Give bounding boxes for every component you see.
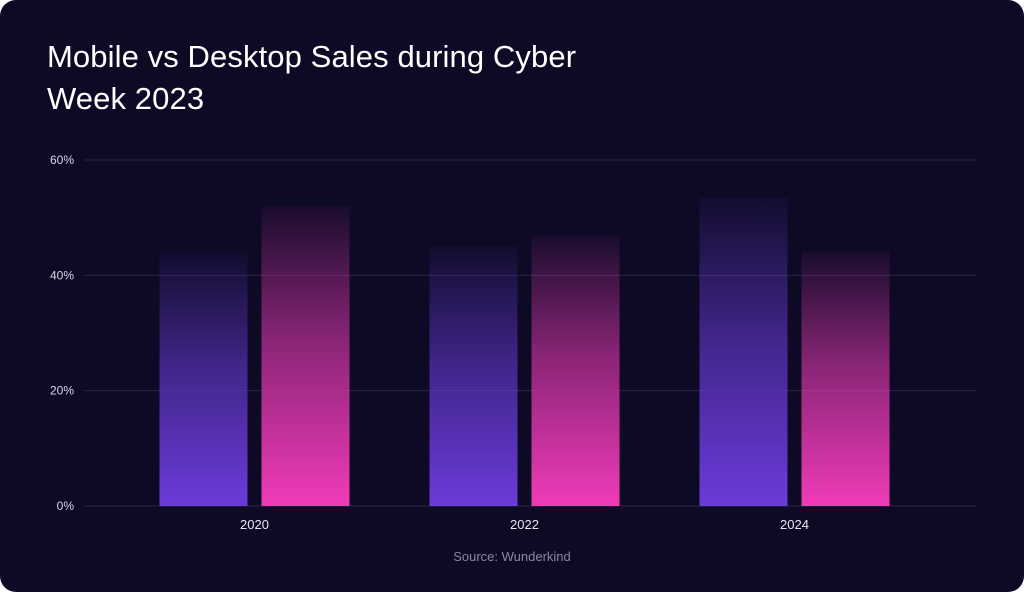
y-axis-ticks: 0% 20% 40% 60% (50, 153, 74, 513)
bar-2022-series-1 (429, 246, 518, 506)
bar-2022-series-2 (531, 234, 620, 506)
x-category-label: 2024 (780, 517, 809, 532)
x-axis-labels: 2020 2022 2024 (240, 517, 809, 532)
chart-title: Mobile vs Desktop Sales during Cyber Wee… (47, 39, 577, 116)
bar-2024-series-2 (801, 252, 890, 506)
source-note: Source: Wunderkind (453, 549, 571, 564)
y-tick-label: 60% (50, 153, 74, 167)
y-tick-label: 20% (50, 384, 74, 398)
x-category-label: 2022 (510, 517, 539, 532)
x-category-label: 2020 (240, 517, 269, 532)
y-tick-label: 0% (57, 499, 75, 513)
bar-2020-series-2 (261, 206, 350, 506)
bar-2020-series-1 (159, 252, 248, 506)
bar-2024-series-1 (699, 197, 788, 506)
bars (159, 197, 890, 506)
y-tick-label: 40% (50, 268, 74, 282)
